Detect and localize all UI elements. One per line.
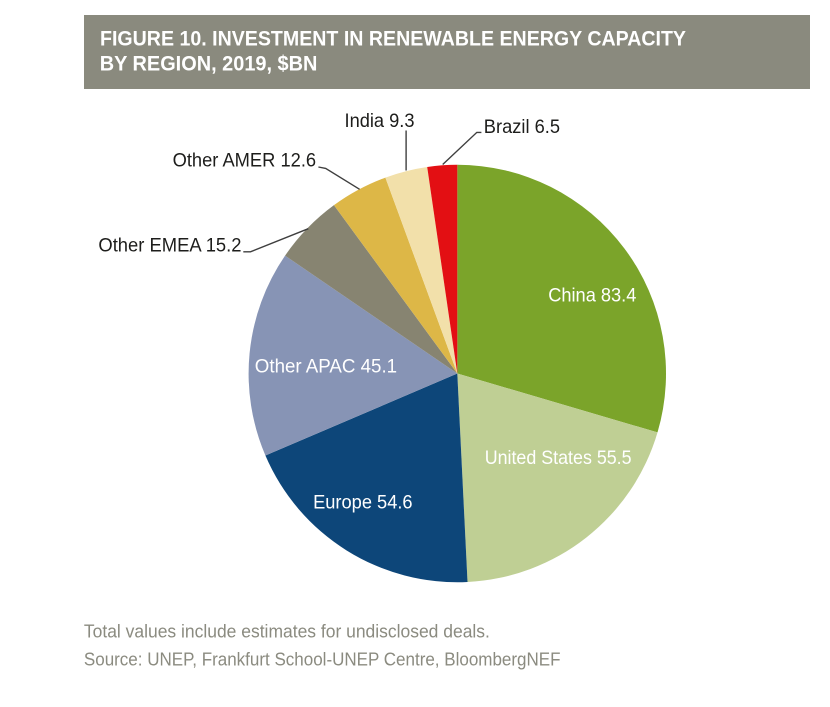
- svg-text:India 9.3: India 9.3: [345, 110, 415, 132]
- svg-text:Europe 54.6: Europe 54.6: [313, 491, 413, 513]
- svg-text:Other APAC 45.1: Other APAC 45.1: [255, 356, 397, 378]
- svg-text:Brazil 6.5: Brazil 6.5: [484, 116, 560, 138]
- svg-text:Other AMER 12.6: Other AMER 12.6: [173, 149, 317, 171]
- svg-text:United States 55.5: United States 55.5: [485, 447, 632, 469]
- svg-text:BY REGION, 2019, $BN: BY REGION, 2019, $BN: [100, 52, 318, 75]
- svg-text:Total values include estimates: Total values include estimates for undis…: [84, 621, 490, 642]
- svg-text:Source: UNEP, Frankfurt School: Source: UNEP, Frankfurt School-UNEP Cent…: [84, 649, 561, 670]
- svg-text:FIGURE 10. INVESTMENT IN RENEW: FIGURE 10. INVESTMENT IN RENEWABLE ENERG…: [100, 28, 686, 51]
- svg-text:Other EMEA 15.2: Other EMEA 15.2: [98, 234, 241, 256]
- svg-text:China 83.4: China 83.4: [548, 284, 636, 306]
